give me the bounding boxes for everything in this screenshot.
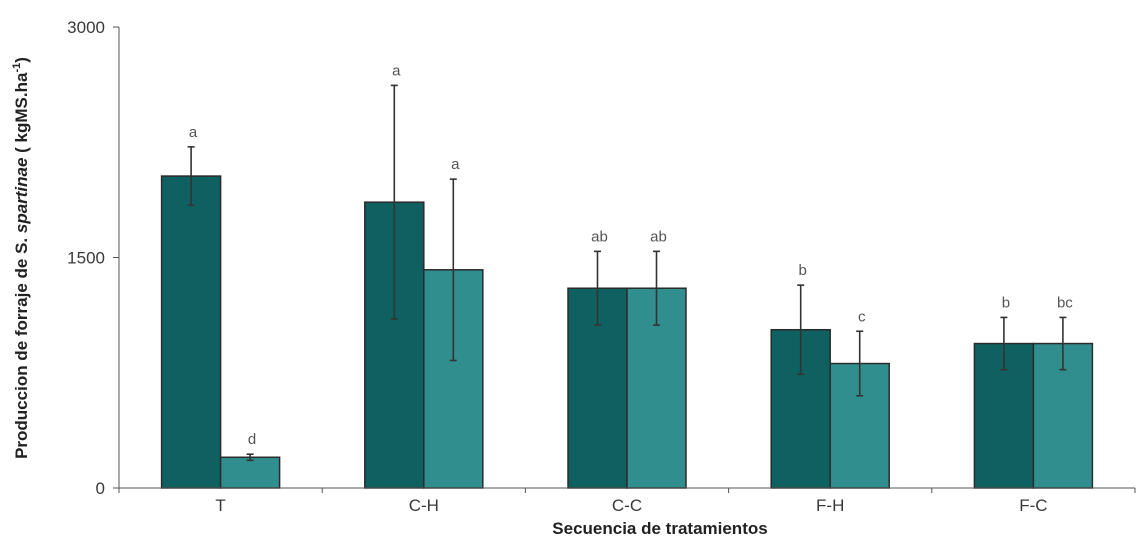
x-tick-label: F-H (816, 496, 844, 515)
significance-label: bc (1057, 294, 1073, 311)
y-axis-title-superscript: -1 (11, 63, 23, 73)
significance-label: b (799, 262, 807, 279)
y-tick-label: 0 (96, 479, 105, 498)
bar (626, 287, 687, 489)
x-axis-title: Secuencia de tratamientos (552, 519, 767, 538)
y-axis-title-suffix: ( kgMS.ha (12, 72, 31, 158)
bars (160, 175, 1094, 489)
x-tick-label: T (215, 496, 225, 515)
y-axis-title: Produccion de forraje de S. spartinae ( … (11, 57, 31, 459)
significance-label: a (392, 62, 401, 79)
x-axis-ticks: T C-H C-C F-H F-C (118, 488, 1136, 515)
significance-label: c (858, 308, 866, 325)
y-axis-ticks: 0 1500 3000 (67, 18, 119, 498)
x-tick-label: C-H (409, 496, 439, 515)
x-tick-label: F-C (1019, 496, 1047, 515)
bar (160, 175, 222, 489)
significance-label: b (1002, 294, 1010, 311)
y-axis-title-italic: spartinae (12, 158, 31, 234)
y-tick-label: 1500 (67, 249, 105, 268)
bar (219, 456, 281, 489)
x-tick-label: C-C (612, 496, 642, 515)
error-bars (187, 84, 1067, 462)
significance-label: ab (591, 228, 608, 245)
significance-label: a (189, 124, 198, 141)
y-axis-title-close: ) (12, 57, 31, 63)
significance-label: a (451, 156, 460, 173)
y-tick-label: 3000 (67, 18, 105, 37)
y-axis-title-prefix: Produccion de forraje de S. (12, 233, 31, 459)
significance-label: d (248, 431, 256, 448)
significance-label: ab (650, 228, 667, 245)
